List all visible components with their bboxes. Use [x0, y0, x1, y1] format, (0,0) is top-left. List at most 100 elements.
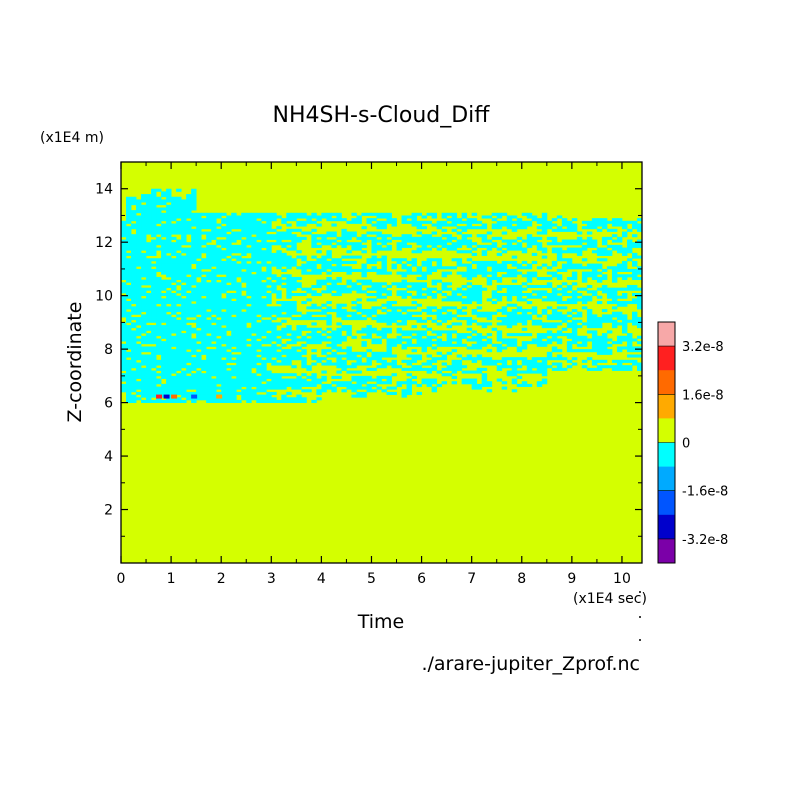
heatmap-cell	[166, 381, 172, 385]
heatmap-cell	[166, 215, 172, 219]
heatmap-cell	[601, 226, 608, 230]
heatmap-cell	[556, 295, 563, 299]
heatmap-cell	[241, 295, 247, 299]
heatmap-cell	[196, 381, 202, 385]
heatmap-cell	[186, 231, 192, 235]
heatmap-cell	[131, 284, 137, 289]
heatmap-cell	[281, 220, 287, 224]
heatmap-cell	[626, 338, 633, 342]
heatmap-cell	[601, 252, 608, 256]
heatmap-cell	[401, 218, 407, 222]
heatmap-cell	[206, 391, 212, 395]
heatmap-cell	[361, 279, 367, 283]
heatmap-cell	[366, 357, 372, 361]
heatmap-cell	[121, 266, 127, 270]
heatmap-cell	[156, 351, 162, 355]
heatmap-cell	[531, 322, 538, 326]
heatmap-cell	[476, 290, 483, 294]
heatmap-cell	[351, 255, 357, 259]
heatmap-cell	[181, 271, 187, 275]
heatmap-cell	[511, 317, 518, 321]
heatmap-cell	[231, 317, 237, 321]
heatmap-cell	[141, 204, 147, 208]
heatmap-cell	[256, 276, 262, 281]
heatmap-cell	[246, 397, 252, 401]
heatmap-cell	[521, 370, 528, 374]
y-tick-label: 2	[104, 503, 113, 519]
heatmap-cell	[566, 301, 573, 305]
heatmap-cell	[541, 343, 548, 347]
heatmap-cell	[341, 311, 347, 315]
heatmap-cell	[246, 247, 252, 251]
heatmap-cell	[566, 322, 573, 326]
heatmap-cell	[536, 338, 543, 342]
heatmap-cell	[381, 359, 387, 363]
heatmap-cell	[501, 346, 508, 350]
heatmap-cell	[296, 215, 302, 219]
heatmap-cell	[496, 215, 503, 219]
heatmap-cell	[536, 218, 543, 222]
heatmap-cell	[211, 295, 217, 299]
heatmap-cell	[321, 335, 327, 339]
heatmap-cell	[256, 325, 262, 329]
heatmap-cell	[166, 359, 172, 363]
heatmap-cell	[166, 298, 172, 302]
heatmap-cell	[176, 397, 182, 401]
heatmap-cell	[291, 317, 297, 321]
heatmap-cell	[216, 250, 222, 254]
heatmap-cell	[401, 239, 407, 243]
heatmap-cell	[196, 383, 202, 387]
heatmap-cell	[221, 335, 227, 339]
heatmap-cell	[126, 373, 132, 377]
heatmap-cell	[396, 290, 402, 294]
heatmap-cell	[301, 351, 307, 355]
heatmap-cell	[251, 287, 257, 291]
heatmap-cell	[611, 247, 618, 251]
heatmap-cell	[261, 330, 267, 334]
heatmap-cell	[166, 274, 172, 278]
heatmap-cell	[146, 327, 152, 331]
heatmap-cell	[191, 220, 197, 224]
heatmap-cell	[451, 298, 458, 302]
heatmap-cell	[246, 349, 252, 353]
heatmap-cell	[276, 226, 282, 230]
heatmap-cell	[551, 242, 558, 246]
heatmap-cell	[311, 271, 317, 275]
heatmap-cell	[341, 234, 347, 238]
heatmap-cell	[196, 244, 202, 248]
heatmap-cell	[456, 367, 463, 371]
heatmap-cell	[636, 244, 642, 248]
heatmap-cell	[446, 317, 453, 321]
heatmap-cell	[216, 330, 222, 334]
heatmap-cell	[196, 391, 202, 395]
heatmap-cell	[331, 287, 337, 291]
heatmap-cell	[481, 378, 488, 382]
heatmap-cell	[586, 244, 593, 248]
heatmap-cell	[391, 301, 397, 305]
heatmap-cell	[251, 303, 257, 307]
heatmap-cell	[341, 290, 347, 294]
heatmap-cell	[176, 276, 182, 281]
heatmap-cell	[526, 223, 533, 227]
heatmap-cell	[221, 370, 227, 374]
heatmap-cell	[441, 212, 448, 216]
heatmap-cell	[181, 333, 187, 337]
heatmap-cell	[246, 228, 252, 232]
heatmap-cell	[441, 287, 448, 291]
heatmap-cell	[166, 373, 172, 377]
heatmap-cell	[416, 231, 422, 235]
heatmap-cell	[341, 381, 347, 385]
heatmap-cell	[166, 268, 172, 272]
heatmap-cell	[496, 338, 503, 342]
heatmap-cell	[121, 314, 127, 318]
heatmap-cell	[146, 335, 152, 339]
heatmap-cell	[166, 218, 172, 222]
heatmap-cell	[571, 301, 578, 305]
heatmap-cell	[511, 260, 518, 264]
heatmap-cell	[456, 354, 463, 358]
heatmap-cell	[226, 378, 232, 382]
heatmap-cell	[261, 346, 267, 350]
heatmap-cell	[451, 370, 458, 374]
heatmap-cell	[376, 244, 382, 248]
heatmap-cell	[146, 279, 152, 283]
